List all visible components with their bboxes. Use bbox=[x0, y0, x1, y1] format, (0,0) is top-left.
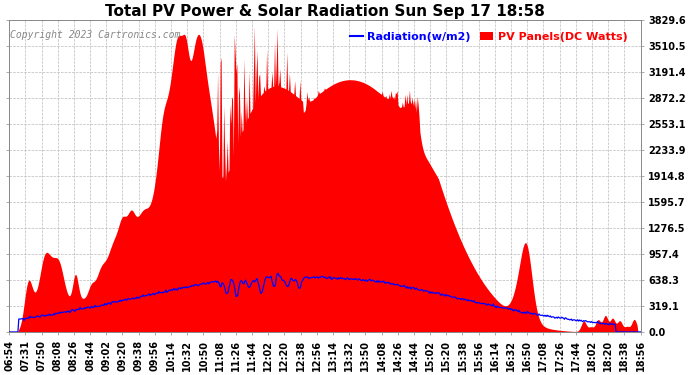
Title: Total PV Power & Solar Radiation Sun Sep 17 18:58: Total PV Power & Solar Radiation Sun Sep… bbox=[105, 4, 545, 19]
Legend: Radiation(w/m2), PV Panels(DC Watts): Radiation(w/m2), PV Panels(DC Watts) bbox=[345, 27, 632, 46]
Text: Copyright 2023 Cartronics.com: Copyright 2023 Cartronics.com bbox=[10, 30, 181, 40]
